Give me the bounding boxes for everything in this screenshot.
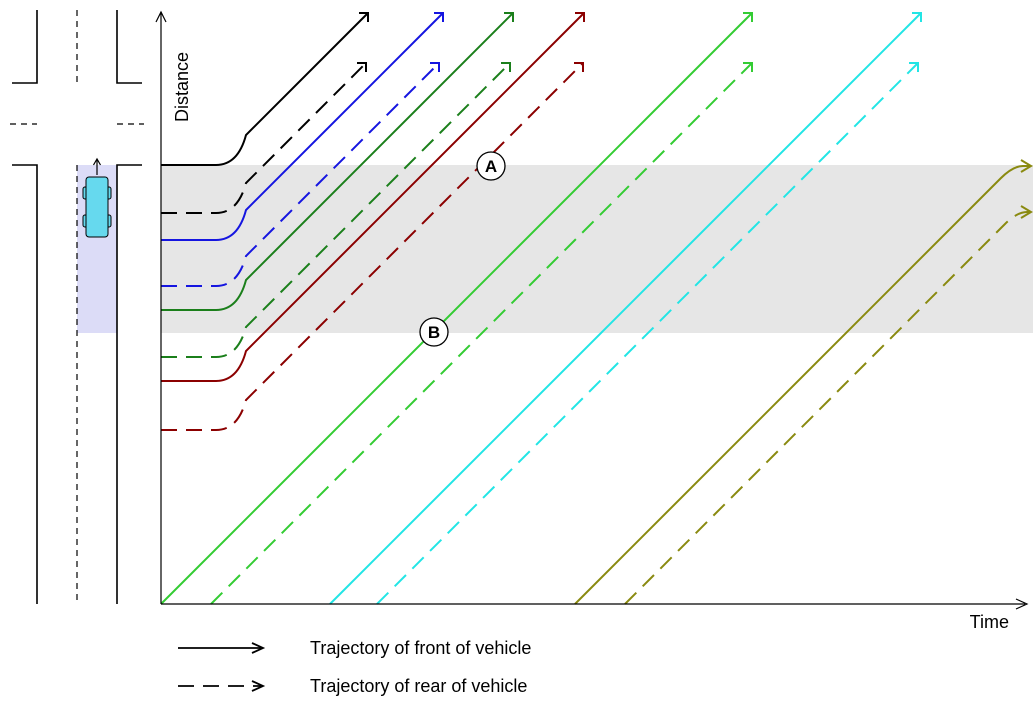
- trajectory-blue-front: [161, 13, 443, 241]
- trajectory-olive-front-arrowhead: [1020, 159, 1033, 173]
- x-axis-arrow: [1015, 598, 1029, 610]
- trajectory-green-rear: [161, 63, 510, 358]
- trajectory-cyan-rear: [376, 63, 918, 605]
- marker-b: B: [419, 317, 449, 347]
- trajectory-green-front: [161, 13, 513, 311]
- trajectory-cyan-front-arrowhead: [912, 12, 922, 22]
- road-edge-left-lower: [12, 164, 38, 604]
- car-top-view-icon: [82, 157, 112, 238]
- trajectory-darkred-rear-arrowhead: [574, 62, 584, 72]
- legend-label-front: Trajectory of front of vehicle: [310, 638, 531, 658]
- trajectory-darkred-front: [161, 13, 584, 382]
- road-edge-left: [12, 10, 38, 84]
- marker-b-label: B: [428, 323, 440, 342]
- y-axis-label: Distance: [172, 52, 192, 122]
- x-axis-label: Time: [970, 612, 1009, 632]
- trajectory-black-front-arrowhead: [359, 12, 369, 22]
- legend-label-rear: Trajectory of rear of vehicle: [310, 676, 527, 696]
- trajectory-blue-rear-arrowhead: [430, 62, 440, 72]
- intersection-schematic: [10, 10, 144, 604]
- trajectory-set: [160, 12, 1033, 605]
- marker-a: A: [476, 151, 506, 181]
- trajectory-cyan-front: [329, 13, 921, 605]
- trajectory-cyan-rear-arrowhead: [909, 62, 919, 72]
- trajectory-lime-rear: [210, 63, 752, 605]
- trajectory-darkred-rear: [161, 63, 583, 431]
- legend-item-rear: Trajectory of rear of vehicle: [178, 676, 527, 696]
- trajectory-lime-front-arrowhead: [743, 12, 753, 22]
- legend: Trajectory of front of vehicle Trajector…: [178, 638, 531, 696]
- trajectory-lime-rear-arrowhead: [743, 62, 753, 72]
- trajectory-olive-rear: [624, 211, 1030, 605]
- legend-item-front: Trajectory of front of vehicle: [178, 638, 531, 658]
- axes: [155, 10, 1029, 610]
- trajectory-blue-front-arrowhead: [434, 12, 444, 22]
- trajectory-olive-rear-arrowhead: [1020, 205, 1033, 219]
- y-axis-arrow: [155, 10, 167, 23]
- trajectory-darkred-front-arrowhead: [575, 12, 585, 22]
- road-edge-right: [116, 10, 142, 84]
- trajectory-black-rear-arrowhead: [357, 62, 367, 72]
- conflict-zone: [161, 165, 1033, 333]
- trajectory-olive-front: [574, 165, 1030, 605]
- trajectory-black-rear: [161, 63, 366, 214]
- trajectory-lime-front: [160, 13, 752, 605]
- trajectory-green-front-arrowhead: [504, 12, 514, 22]
- road-edge-right-lower: [116, 164, 142, 604]
- marker-a-label: A: [485, 157, 497, 176]
- trajectory-blue-rear: [161, 63, 439, 287]
- trajectory-black-front: [161, 13, 368, 166]
- trajectory-green-rear-arrowhead: [501, 62, 511, 72]
